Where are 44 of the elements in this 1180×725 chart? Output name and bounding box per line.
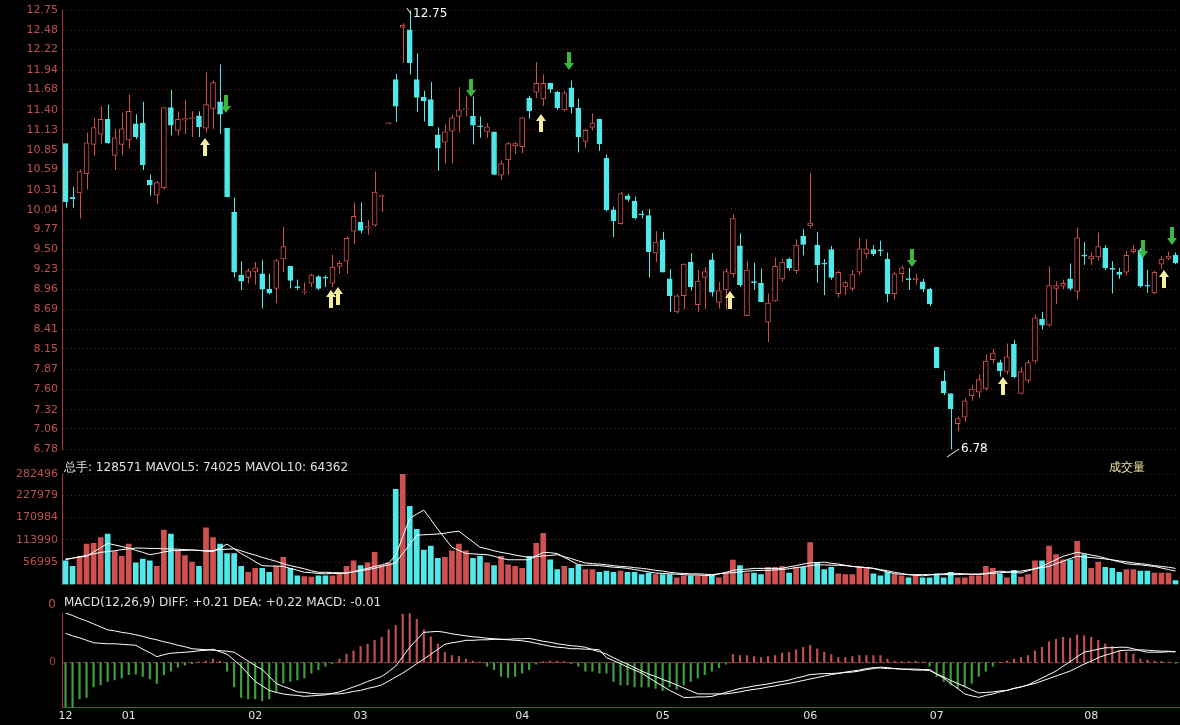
y-tick-label: 10.59 xyxy=(26,162,58,176)
annotation: 12.75 xyxy=(413,6,448,21)
y-tick-label: 7.87 xyxy=(33,362,58,376)
y-tick-label: 282496 xyxy=(16,466,58,480)
x-tick-label: 04 xyxy=(515,709,530,723)
x-tick-label: 03 xyxy=(353,709,368,723)
y-tick-label: 10.85 xyxy=(26,143,58,157)
y-tick-label: 11.13 xyxy=(26,122,58,136)
y-tick-label: 227979 xyxy=(16,488,58,502)
chart-title: MACD(12,26,9) DIFF: +0.21 DEA: +0.22 MACD: -0.01 xyxy=(64,595,382,610)
x-tick-label: 06 xyxy=(803,709,818,723)
y-tick-label: 12.75 xyxy=(26,3,58,17)
y-tick-label: 11.40 xyxy=(26,102,58,116)
x-tick-label: 08 xyxy=(1084,709,1099,723)
x-tick-label: 07 xyxy=(929,709,944,723)
y-tick-label: 113990 xyxy=(16,532,58,546)
x-tick-label: 02 xyxy=(248,709,263,723)
y-tick-label: 9.23 xyxy=(33,262,58,276)
x-tick-label: 05 xyxy=(655,709,670,723)
y-tick-label: 8.15 xyxy=(33,341,58,355)
annotation: 6.78 xyxy=(961,441,988,456)
chart-title: 总手: 128571 MAVOL5: 74025 MAVOL10: 64362 xyxy=(63,460,349,475)
y-tick-label: 11.68 xyxy=(26,82,58,96)
y-tick-label: 8.96 xyxy=(33,282,58,296)
y-tick-label: 7.06 xyxy=(33,421,58,435)
y-tick-label: 10.31 xyxy=(26,182,58,196)
y-tick-label: 8.69 xyxy=(33,301,58,315)
y-tick-label: 7.60 xyxy=(33,381,58,395)
text: 0 xyxy=(48,597,56,612)
y-tick-label: 7.32 xyxy=(33,402,58,416)
y-tick-label: 8.41 xyxy=(33,322,58,336)
y-tick-label: 9.50 xyxy=(33,242,58,256)
text: 成交量 xyxy=(1109,460,1145,475)
y-tick-label: 11.94 xyxy=(26,63,58,76)
y-tick-label: 10.04 xyxy=(26,202,58,216)
y-tick-label: 170984 xyxy=(16,510,58,524)
y-tick-label: 56995 xyxy=(23,554,58,568)
ref-line-label: 0 xyxy=(49,655,56,669)
x-tick-label: 12 xyxy=(58,709,73,723)
x-tick-label: 01 xyxy=(121,709,136,723)
y-tick-label: 9.77 xyxy=(33,222,58,236)
y-tick-label: 12.22 xyxy=(26,42,58,56)
y-tick-label: 12.48 xyxy=(26,23,58,37)
y-tick-label: 6.78 xyxy=(33,442,58,456)
